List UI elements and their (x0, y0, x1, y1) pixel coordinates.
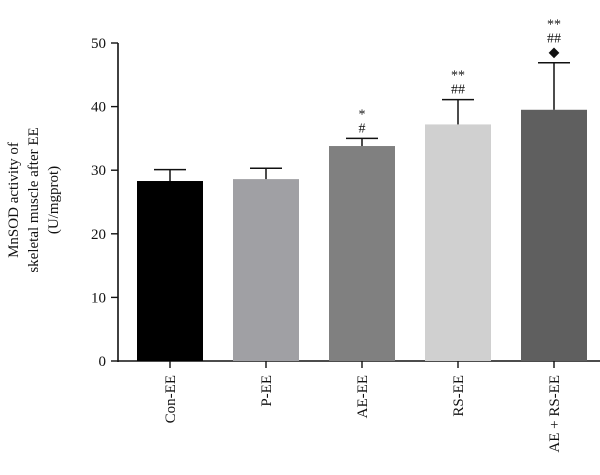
x-tick-label: P-EE (259, 375, 275, 407)
significance-annotations: *#**##**##◆ (359, 18, 562, 137)
significance-mark: * (359, 107, 366, 122)
significance-mark: ** (547, 18, 561, 33)
x-axis: Con-EE P-EE AE-EE RS-EE AE + RS-EE (118, 360, 600, 453)
x-tick-label: RS-EE (451, 375, 467, 417)
significance-mark: ◆ (549, 46, 560, 61)
significance-mark: ## (547, 32, 561, 47)
y-tick-label: 20 (91, 227, 106, 243)
significance-mark: # (359, 121, 366, 136)
y-tick-label: 10 (91, 290, 106, 306)
bar (137, 181, 203, 361)
y-axis-title-line: skeletal muscle after EE (26, 127, 42, 272)
x-tick-label: AE + RS-EE (547, 375, 563, 453)
significance-mark: ## (451, 83, 465, 98)
error-bars (154, 61, 570, 182)
y-axis-title-line: MnSOD activity of (6, 142, 22, 258)
y-axis: 0 10 20 30 40 50 (91, 36, 119, 370)
bar (329, 146, 395, 361)
y-tick-label: 30 (91, 163, 106, 179)
y-tick-label: 50 (91, 36, 106, 52)
y-tick-label: 40 (91, 100, 106, 116)
y-axis-title-line: (U/mgprot) (46, 166, 62, 234)
y-axis-title: MnSOD activity of skeletal muscle after E… (6, 127, 62, 272)
x-tick-label: Con-EE (163, 375, 179, 423)
bar (233, 179, 299, 361)
x-tick-label: AE-EE (355, 375, 371, 418)
bar (425, 124, 491, 362)
significance-mark: ** (451, 69, 465, 84)
bar (521, 109, 587, 361)
bars (137, 109, 587, 362)
y-tick-label: 0 (99, 354, 107, 370)
